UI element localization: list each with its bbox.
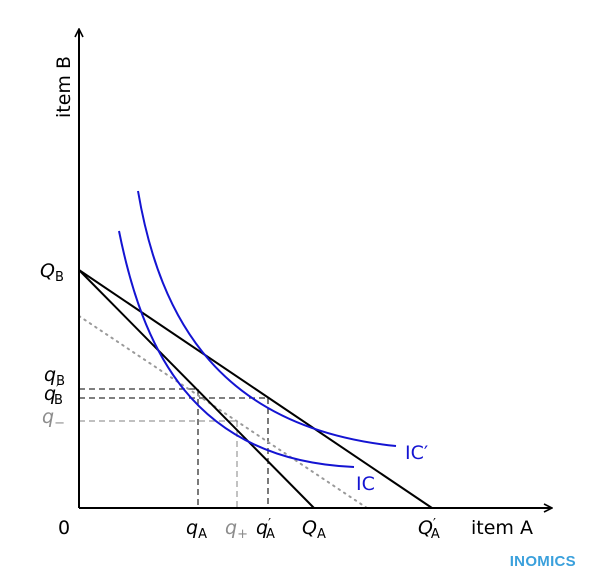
origin-label: 0 [58,517,70,539]
curve-ic-label: IC [356,473,375,495]
indifference-curve-ic-new [137,190,397,447]
q-minus-label: q− [42,406,65,431]
x-intercept-label: QA [302,517,326,542]
q-plus-label: q+ [225,517,248,542]
dotted-budget-line [78,315,368,509]
budget-line-original [78,269,315,509]
q-b-new-label: q′ B [44,383,63,408]
budget-line-new [78,269,433,509]
curve-ic-new-label: IC′ [405,442,428,464]
q-a-new-label: q′ A [256,517,275,542]
q-b-label: qB [44,364,65,389]
axis-x-label: item A [471,517,533,539]
y-intercept-label: QB [40,260,64,285]
axis-y-label: item B [53,56,75,118]
indifference-curve-ic [118,230,355,468]
q-a-label: qA [186,517,207,542]
brand-logo: INOMICS [509,553,576,570]
x-intercept-new-label: Q′ A [418,517,440,542]
